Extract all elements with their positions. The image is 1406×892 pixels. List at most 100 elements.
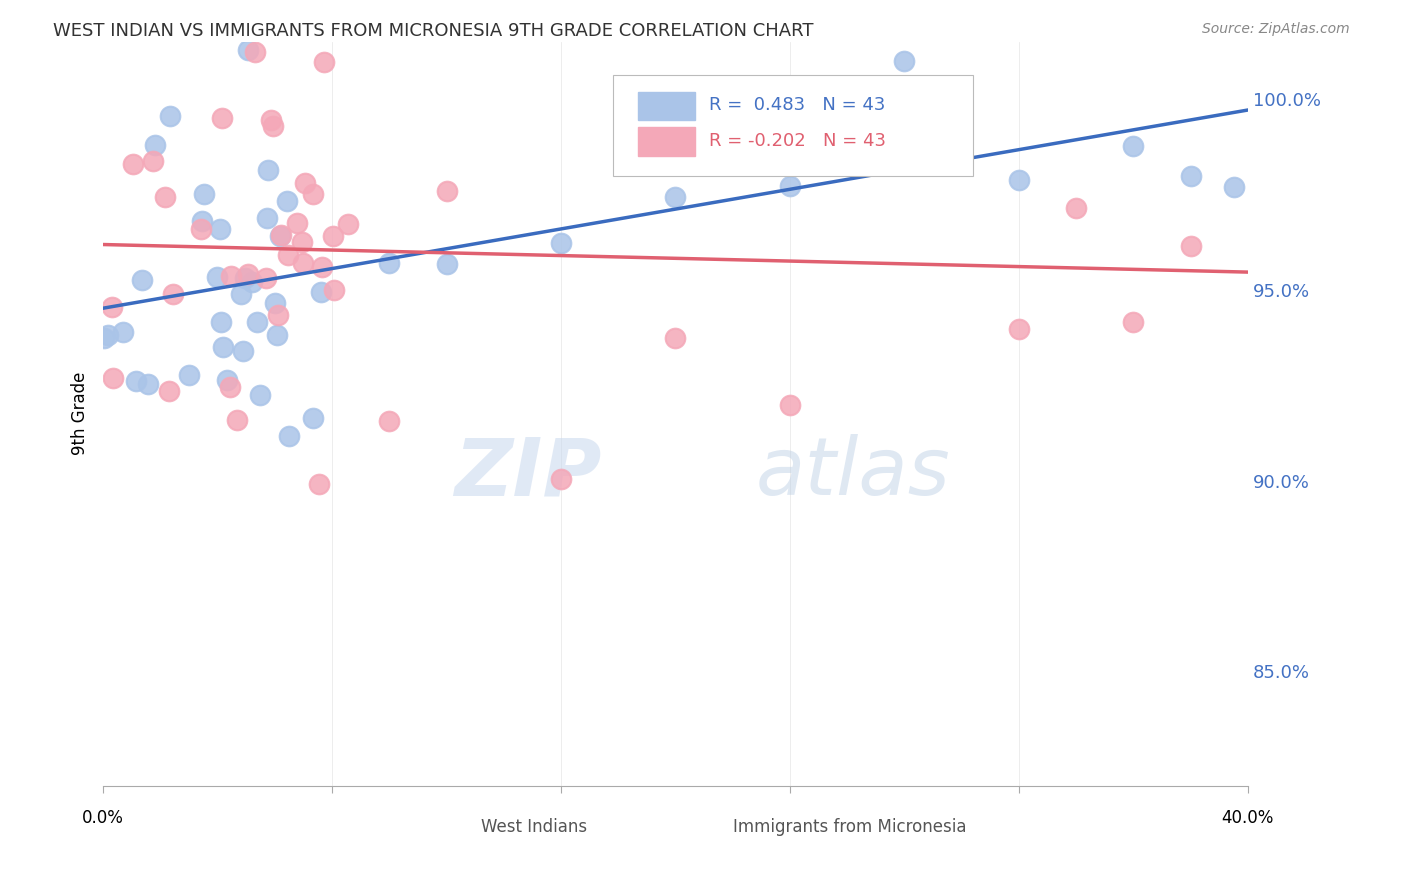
Point: [254, 270, 277, 285]
Point: [249, 388, 271, 402]
Point: [436, 257, 458, 271]
Point: [138, 377, 160, 392]
FancyBboxPatch shape: [638, 92, 695, 120]
Point: [311, 285, 333, 299]
FancyBboxPatch shape: [441, 820, 470, 844]
Point: [336, 217, 359, 231]
Point: [302, 187, 325, 202]
Point: [209, 222, 232, 236]
FancyBboxPatch shape: [613, 75, 973, 176]
Point: [240, 275, 263, 289]
Point: [1122, 0, 1144, 13]
Point: [153, 190, 176, 204]
FancyBboxPatch shape: [693, 820, 721, 844]
Point: [294, 176, 316, 190]
Point: [893, 54, 915, 68]
Point: [322, 229, 344, 244]
Text: Source: ZipAtlas.com: Source: ZipAtlas.com: [1202, 22, 1350, 37]
Point: [159, 109, 181, 123]
Point: [219, 380, 242, 394]
Point: [257, 162, 280, 177]
Point: [211, 340, 233, 354]
Point: [266, 328, 288, 343]
Point: [143, 137, 166, 152]
Point: [191, 214, 214, 228]
Point: [290, 235, 312, 249]
Point: [142, 153, 165, 168]
Point: [269, 229, 291, 244]
Text: atlas: atlas: [755, 434, 950, 512]
Point: [229, 287, 252, 301]
Point: [302, 411, 325, 425]
Point: [193, 186, 215, 201]
Point: [101, 371, 124, 385]
Point: [1180, 239, 1202, 253]
Point: [162, 287, 184, 301]
Point: [1008, 173, 1031, 187]
Point: [256, 211, 278, 226]
Point: [190, 222, 212, 236]
Point: [664, 190, 686, 204]
Point: [1122, 138, 1144, 153]
Point: [1008, 322, 1031, 336]
Point: [238, 43, 260, 57]
Point: [323, 283, 346, 297]
Point: [291, 256, 314, 270]
Point: [1180, 169, 1202, 184]
Point: [246, 315, 269, 329]
Text: Immigrants from Micronesia: Immigrants from Micronesia: [733, 818, 966, 836]
Point: [243, 45, 266, 59]
Point: [285, 217, 308, 231]
Point: [233, 270, 256, 285]
Point: [157, 384, 180, 398]
Text: ZIP: ZIP: [454, 434, 602, 512]
Text: 0.0%: 0.0%: [82, 809, 124, 827]
Point: [131, 273, 153, 287]
Point: [550, 235, 572, 250]
Point: [278, 429, 301, 443]
Point: [97, 327, 120, 342]
Point: [260, 112, 283, 127]
Point: [221, 269, 243, 284]
Point: [779, 398, 801, 412]
Point: [262, 119, 284, 133]
Point: [664, 331, 686, 345]
Point: [232, 343, 254, 358]
Point: [893, 120, 915, 135]
Point: [101, 300, 124, 314]
FancyBboxPatch shape: [638, 128, 695, 155]
Point: [112, 326, 135, 340]
Point: [308, 477, 330, 491]
Point: [217, 373, 239, 387]
Text: R =  0.483   N = 43: R = 0.483 N = 43: [709, 96, 884, 114]
Point: [1122, 315, 1144, 329]
Point: [207, 269, 229, 284]
Point: [1222, 179, 1244, 194]
Point: [138, 0, 160, 14]
Point: [93, 331, 115, 345]
Point: [209, 315, 232, 329]
Point: [277, 247, 299, 261]
Point: [550, 472, 572, 486]
Point: [950, 92, 973, 106]
Point: [211, 112, 233, 126]
Point: [124, 374, 146, 388]
Point: [267, 308, 290, 322]
Text: R = -0.202   N = 43: R = -0.202 N = 43: [709, 132, 886, 150]
Point: [311, 260, 333, 274]
Text: West Indians: West Indians: [481, 818, 588, 836]
Point: [270, 228, 292, 243]
Point: [1064, 201, 1087, 215]
Point: [225, 413, 247, 427]
Point: [779, 178, 801, 193]
Point: [378, 256, 401, 270]
Point: [122, 157, 145, 171]
Text: 40.0%: 40.0%: [1222, 809, 1274, 827]
Text: WEST INDIAN VS IMMIGRANTS FROM MICRONESIA 9TH GRADE CORRELATION CHART: WEST INDIAN VS IMMIGRANTS FROM MICRONESI…: [53, 22, 814, 40]
Point: [263, 296, 285, 310]
Point: [177, 368, 200, 382]
Point: [436, 184, 458, 198]
Point: [236, 268, 259, 282]
Point: [276, 194, 298, 209]
Y-axis label: 9th Grade: 9th Grade: [72, 372, 89, 456]
